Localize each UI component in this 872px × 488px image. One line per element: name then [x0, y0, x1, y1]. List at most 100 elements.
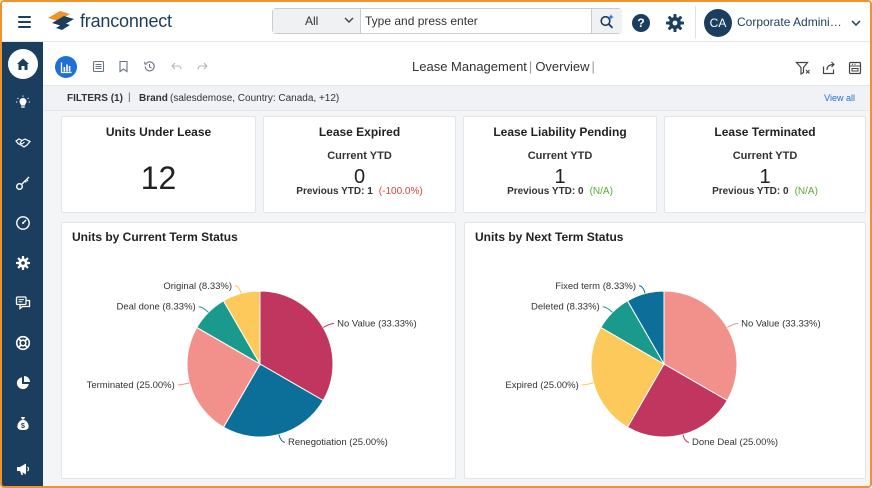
pie-data-label: Renegotiation (25.00%)	[288, 437, 388, 448]
pie-leader-line	[602, 306, 613, 313]
share-icon[interactable]	[821, 60, 837, 76]
gauge-icon	[16, 216, 30, 230]
pie-leader-line	[726, 323, 739, 328]
pie-slice-done-deal[interactable]	[626, 363, 728, 438]
kpi-period: Current YTD	[732, 150, 798, 162]
lightbulb-icon	[16, 95, 30, 108]
key-icon	[16, 176, 30, 190]
handshake-icon	[15, 138, 31, 148]
redo-icon	[196, 62, 208, 70]
undo-icon	[170, 62, 182, 70]
ai-search-button[interactable]	[591, 9, 622, 33]
kpi-change: (-100.0%)	[378, 186, 423, 197]
bookmark-button[interactable]	[112, 55, 134, 77]
pie-slice-renegotiation[interactable]	[222, 363, 324, 438]
kpi-title: Lease Terminated	[714, 125, 816, 139]
sidebar-item-access[interactable]	[8, 168, 38, 198]
topbar-divider	[695, 6, 696, 38]
pie-leader-line	[322, 323, 335, 328]
search-scope-value: All	[305, 14, 319, 28]
kpi-value: 1	[759, 166, 771, 188]
home-icon	[17, 58, 29, 70]
pie-data-label: Original (8.33%)	[163, 281, 232, 292]
kpi-previous: Previous YTD: 0 (N/A)	[665, 186, 865, 197]
user-menu-chevron-icon[interactable]	[850, 18, 862, 28]
sidebar-item-reports[interactable]	[8, 368, 38, 398]
title-separator: |	[528, 59, 533, 74]
bookmark-icon	[118, 60, 128, 73]
pie-leader-line	[234, 285, 242, 294]
pie-chart-current-term[interactable]: No Value (33.33%) Renegotiation (25.00%) T…	[62, 223, 457, 480]
redo-button[interactable]	[191, 55, 213, 77]
search-input[interactable]	[365, 11, 587, 31]
pie-slice-expired[interactable]	[590, 326, 665, 428]
sidebar-item-deals[interactable]	[8, 128, 38, 158]
megaphone-icon	[17, 463, 30, 475]
kpi-value: 0	[353, 166, 366, 188]
pie-icon	[16, 376, 30, 390]
kpi-period: Current YTD	[327, 150, 392, 162]
kpi-previous: Previous YTD: 0 (N/A)	[464, 186, 656, 197]
sidebar-item-support[interactable]	[8, 328, 38, 358]
filter-icon[interactable]	[795, 60, 811, 76]
hamburger-menu-icon[interactable]	[10, 9, 38, 35]
page-title-main: Lease Management	[412, 59, 527, 74]
top-bar: franconnect All ?	[2, 2, 870, 42]
filters-count-label[interactable]: FILTERS (1)	[67, 93, 123, 104]
svg-text:$: $	[21, 423, 25, 430]
sidebar-item-ideas[interactable]	[8, 88, 38, 118]
kpi-lease-expired[interactable]: Lease Expired Current YTD 0 Previous YTD…	[263, 116, 456, 213]
pie-leader-line	[638, 285, 646, 294]
chart-card-current-term: Units by Current Term Status No Value (3…	[61, 222, 456, 479]
page-title: Lease Management | Overview |	[412, 59, 598, 74]
sidebar-item-dashboard[interactable]	[8, 208, 38, 238]
pie-data-label: Fixed term (8.33%)	[555, 281, 636, 292]
pie-leader-line	[581, 382, 594, 386]
kpi-previous-label: Previous YTD: 1	[296, 186, 373, 197]
view-all-link[interactable]: View all	[824, 93, 855, 103]
kpi-period: Current YTD	[527, 150, 593, 162]
settings-gear-icon[interactable]	[665, 13, 685, 33]
kpi-title: Lease Liability Pending	[493, 125, 627, 139]
sparkle-search-icon	[600, 14, 614, 29]
save-layout-icon[interactable]	[847, 60, 863, 76]
pie-data-label: No Value (33.33%)	[741, 319, 821, 330]
pie-data-label: Deal done (8.33%)	[116, 302, 195, 313]
analytics-view-button[interactable]	[55, 56, 77, 78]
pie-slice-terminated[interactable]	[186, 326, 261, 428]
table-view-button[interactable]	[87, 55, 109, 77]
filter-brand-value[interactable]: (salesdemose, Country: Canada, +12)	[170, 93, 340, 104]
sidebar-item-finance[interactable]: $	[8, 408, 38, 438]
help-icon[interactable]: ?	[632, 14, 650, 32]
undo-button[interactable]	[165, 55, 187, 77]
global-search: All	[272, 8, 622, 34]
pie-leader-line	[177, 382, 190, 386]
chat-icon	[15, 296, 31, 310]
kpi-title: Lease Expired	[318, 125, 401, 139]
sidebar-item-home[interactable]	[8, 49, 38, 79]
filter-brand-label[interactable]: Brand	[139, 93, 168, 104]
kpi-title: Units Under Lease	[105, 125, 212, 139]
sidebar-item-marketing[interactable]	[8, 454, 38, 484]
avatar[interactable]: CA	[704, 9, 732, 37]
pie-chart-next-term[interactable]: No Value (33.33%) Done Deal (25.00%) Expir…	[465, 223, 867, 480]
kpi-lease-liability-pending[interactable]: Lease Liability Pending Current YTD 1 Pr…	[463, 116, 657, 213]
chevron-down-icon	[344, 17, 354, 23]
kpi-change: (N/A)	[794, 186, 818, 197]
kpi-lease-terminated[interactable]: Lease Terminated Current YTD 1 Previous …	[664, 116, 866, 213]
pie-data-label: Deleted (8.33%)	[531, 302, 600, 313]
history-button[interactable]	[138, 55, 160, 77]
kpi-change: (N/A)	[589, 186, 613, 197]
table-icon	[92, 60, 104, 72]
sidebar-item-settings[interactable]	[8, 248, 38, 278]
kpi-units-under-lease[interactable]: Units Under Lease 12	[61, 116, 256, 213]
gear-icon	[16, 256, 30, 270]
chart-title: Units by Next Term Status	[475, 230, 624, 244]
sidebar-item-messages[interactable]	[8, 288, 38, 318]
search-scope-select[interactable]: All	[273, 9, 361, 33]
kpi-previous-label: Previous YTD: 0	[507, 186, 584, 197]
user-name[interactable]: Corporate Administr...	[737, 15, 847, 29]
franconnect-logo[interactable]: franconnect	[46, 8, 172, 34]
pie-data-label: Terminated (25.00%)	[87, 380, 175, 391]
